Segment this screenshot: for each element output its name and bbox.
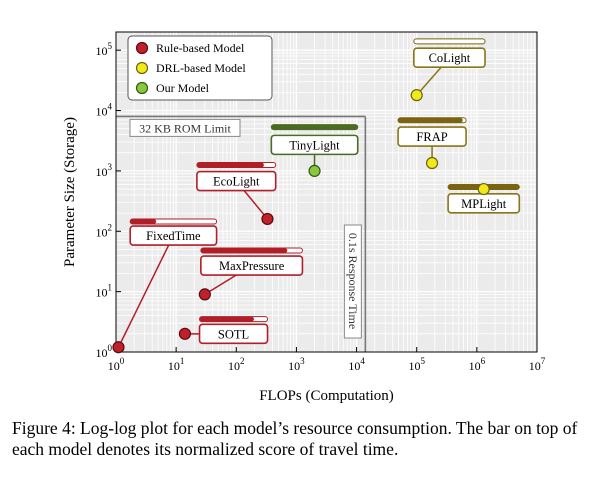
point-label-frap: FRAP <box>416 130 447 144</box>
legend-marker <box>135 61 149 75</box>
data-marks: FixedTime SOTL MaxPressure EcoLight TinyLigh… <box>112 38 521 354</box>
label-box-fixedtime <box>129 225 218 246</box>
x-tick-label: 102 <box>228 356 245 373</box>
chart-svg: 32 KB ROM Limit 0.1s Response Time 100 101… <box>62 31 546 404</box>
x-tick-label: 101 <box>168 356 185 373</box>
point-fixedtime <box>112 341 125 354</box>
score-bar-bg-colight <box>413 38 486 45</box>
point-label-ecolight: EcoLight <box>213 175 260 189</box>
legend-label: Rule-based Model <box>156 41 245 55</box>
score-bar-sotl <box>199 316 254 322</box>
point-maxpressure <box>198 288 211 301</box>
y-tick-label: 105 <box>96 41 113 58</box>
point-tinylight <box>308 164 321 178</box>
point-colight <box>410 89 423 102</box>
point-ecolight <box>261 212 274 226</box>
score-bar-frap <box>398 117 463 123</box>
x-tick-label: 105 <box>408 356 425 373</box>
y-tick-label: 101 <box>96 283 113 300</box>
point-sotl <box>178 327 192 340</box>
score-bar-fixedtime <box>130 219 157 225</box>
limit-lines: 32 KB ROM Limit 0.1s Response Time <box>116 115 367 352</box>
rom-limit-label: 32 KB ROM Limit <box>139 121 231 135</box>
point-mplight <box>477 182 490 196</box>
label-box-maxpressure <box>200 255 304 276</box>
legend-box <box>127 35 273 101</box>
score-bar-tinylight <box>271 124 358 130</box>
point-label-tinylight: TinyLight <box>289 138 340 152</box>
legend-label: DRL-based Model <box>156 61 246 75</box>
y-tick-label: 100 <box>96 343 113 360</box>
point-frap <box>425 156 439 170</box>
y-tick-label: 103 <box>96 162 113 179</box>
label-box-frap <box>397 126 467 147</box>
legend-marker <box>135 81 149 95</box>
y-axis-label: Parameter Size (Storage) <box>62 117 78 267</box>
score-bar-ecolight <box>196 162 264 168</box>
label-box-sotl <box>198 323 269 345</box>
legend-label: Our Model <box>156 81 210 95</box>
x-tick-label: 103 <box>288 356 305 373</box>
score-bar-maxpressure <box>200 248 288 254</box>
x-tick-label: 107 <box>529 356 546 373</box>
y-tick-label: 104 <box>96 102 113 119</box>
point-label-sotl: SOTL <box>218 327 249 341</box>
plot-frame <box>115 31 538 353</box>
x-tick-label: 100 <box>108 356 125 373</box>
legend: Rule-based Model DRL-based Model Our Model <box>127 35 273 101</box>
x-tick-label: 104 <box>348 356 365 373</box>
label-box-ecolight <box>196 170 277 192</box>
point-label-mplight: MPLight <box>461 197 507 211</box>
response-limit-label: 0.1s Response Time <box>346 233 360 329</box>
grid <box>115 31 537 353</box>
label-box-tinylight <box>270 134 359 156</box>
y-tick-label: 102 <box>96 222 113 239</box>
point-label-fixedtime: FixedTime <box>146 229 201 243</box>
point-label-colight: CoLight <box>429 51 471 65</box>
x-axis-label: FLOPs (Computation) <box>259 388 394 404</box>
response-limit-box <box>343 224 362 339</box>
connector-fixedtime <box>117 235 175 348</box>
point-label-maxpressure: MaxPressure <box>219 259 285 273</box>
x-tick-label: 106 <box>469 356 486 373</box>
axes: 100 101 102 103 104 105 106 107 100 101 102 103 104 1… <box>62 31 546 404</box>
rom-limit-box <box>129 118 241 137</box>
legend-marker <box>135 41 149 55</box>
label-box-colight <box>413 47 486 69</box>
figure-caption: Figure 4: Log-log plot for each model’s … <box>12 418 578 459</box>
